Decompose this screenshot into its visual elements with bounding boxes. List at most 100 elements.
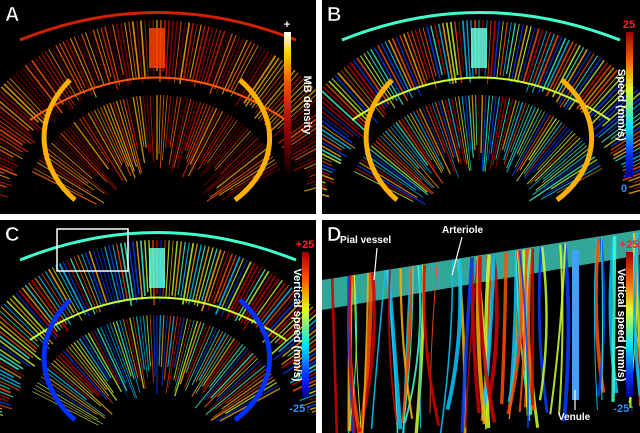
vessel: [100, 326, 126, 384]
vessel: [303, 375, 316, 384]
vessel: [84, 32, 105, 86]
vessel: [437, 100, 456, 157]
vessel: [221, 373, 272, 410]
vessel: [484, 254, 491, 429]
vessel: [414, 29, 431, 79]
vessel: [230, 43, 256, 91]
vessel: [194, 328, 218, 376]
vessel: [267, 89, 316, 134]
vessel: [422, 264, 441, 426]
vessel: [291, 144, 316, 160]
vessel: [439, 260, 454, 433]
panel-letter: A: [5, 4, 19, 26]
vessel: [198, 332, 227, 381]
vessel: [215, 36, 241, 94]
vessel: [322, 106, 361, 139]
vessel: [78, 338, 109, 382]
vessel: [366, 150, 422, 193]
vessel: [100, 247, 117, 305]
vessel: [132, 316, 146, 389]
vessel: [380, 43, 409, 96]
vessel: [391, 37, 417, 91]
vessel: [322, 95, 360, 131]
vessel: [70, 124, 103, 165]
vessel: [88, 30, 108, 84]
vessel: [55, 44, 82, 93]
vessel: [272, 324, 316, 361]
vessel: [90, 111, 122, 169]
vessel: [387, 128, 440, 189]
vessel: [171, 97, 185, 158]
vessel: [610, 126, 640, 148]
vessel: [103, 105, 130, 167]
vessel: [297, 155, 316, 167]
vessel: [322, 124, 356, 149]
vessel: [37, 275, 72, 326]
vessel: [601, 92, 640, 127]
vessel: [610, 130, 640, 151]
inner-arc: [351, 76, 611, 121]
vessel: [293, 159, 316, 172]
vessel: [142, 315, 150, 371]
colorbar-label: MB density: [301, 76, 313, 136]
vessel: [62, 41, 86, 88]
vessel: [3, 303, 50, 350]
vessel: [237, 48, 266, 97]
vessel: [614, 147, 640, 162]
vessel: [286, 118, 316, 142]
vessel: [518, 249, 528, 413]
vessel: [57, 355, 100, 397]
vessel: [331, 77, 369, 117]
vessel: [213, 126, 246, 166]
vessel: [295, 152, 316, 164]
vessel: [225, 370, 270, 405]
vessel: [163, 315, 172, 381]
vessel: [135, 240, 144, 300]
vessel: [534, 137, 581, 182]
vessel: [272, 86, 314, 126]
vessel: [0, 339, 36, 367]
vessel: [531, 128, 571, 174]
vessel: [346, 64, 387, 116]
vessel-image: [0, 231, 316, 426]
vessel: [625, 165, 640, 174]
midline-sinus: [149, 248, 165, 288]
vessel: [119, 22, 132, 85]
vessel: [356, 57, 390, 105]
vessel: [402, 33, 424, 86]
vessel: [191, 334, 230, 397]
vessel: [291, 136, 316, 153]
vessel: [388, 269, 398, 421]
vessel: [401, 266, 414, 424]
vessel: [370, 145, 428, 193]
vessel: [510, 24, 524, 84]
annotation: Arteriole: [442, 225, 484, 236]
vessel: [377, 137, 423, 181]
vessel: [513, 25, 528, 82]
vessel: [537, 130, 573, 171]
colorbar-bottom: -25↑: [613, 403, 634, 415]
vessel: [180, 242, 190, 300]
vessel: [492, 97, 507, 166]
lateral-vessel: [41, 298, 77, 422]
vessel: [185, 23, 198, 81]
vessel: [103, 325, 131, 390]
vessel: [68, 346, 110, 397]
vessel: [12, 294, 48, 334]
vessel: [597, 102, 640, 138]
vessel: [422, 27, 437, 77]
vessel: [441, 99, 460, 163]
vessel: [230, 45, 259, 97]
vessel: [201, 338, 236, 387]
vessel: [490, 96, 501, 154]
vessel: [207, 252, 230, 312]
vessel: [523, 124, 566, 177]
vessel: [0, 357, 19, 371]
vessel: [322, 167, 333, 174]
vessel: [81, 116, 124, 182]
vessel: [87, 332, 122, 393]
vessel: [37, 382, 99, 420]
vessel: [348, 275, 357, 433]
vessel: [258, 287, 293, 329]
